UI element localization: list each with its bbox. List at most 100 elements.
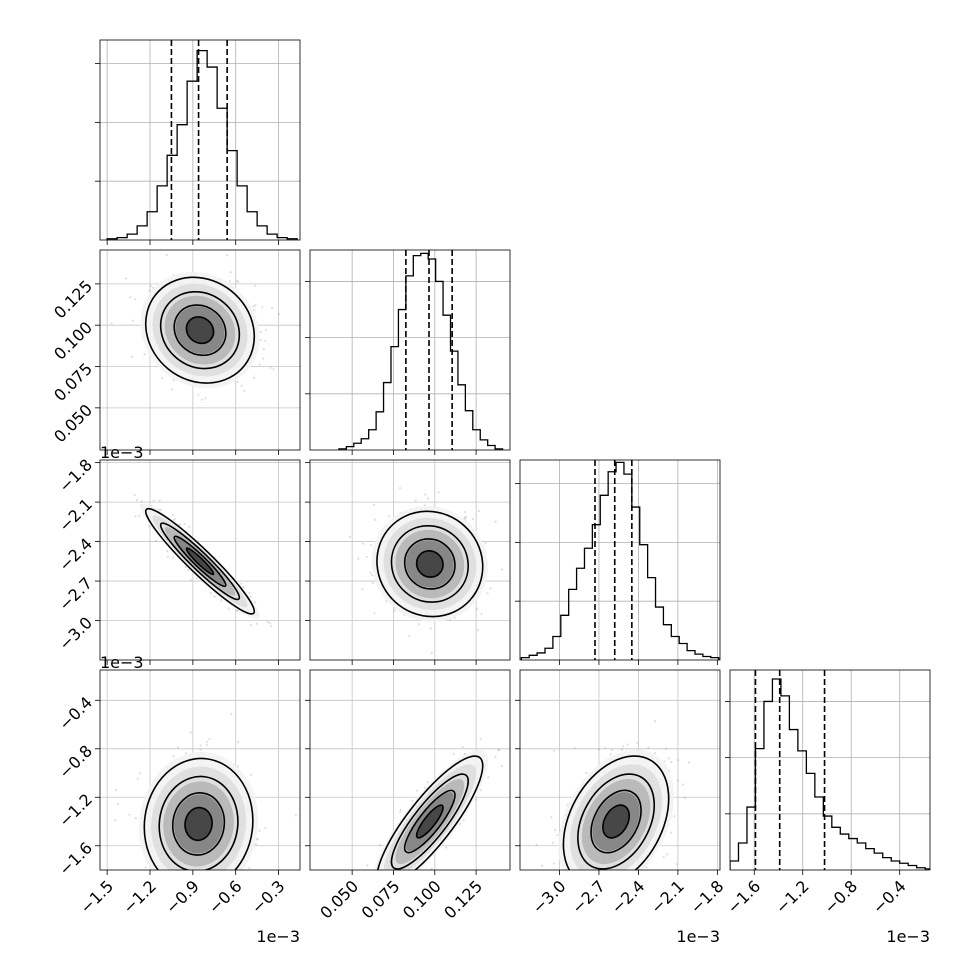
scatter-0-3-point — [189, 731, 192, 734]
scatter-0-3-point — [256, 838, 259, 841]
scatter-2-3-point — [553, 828, 557, 832]
scatter-2-3-point — [683, 796, 686, 799]
y-axis-2-tick-label-1: −2.7 — [55, 574, 96, 615]
scatter-0-3-point — [115, 788, 118, 791]
scatter-0-3-point — [164, 874, 166, 876]
scatter-1-3-point — [367, 883, 369, 885]
x-axis-0-tick-label-2: −0.9 — [162, 877, 203, 918]
scatter-1-3-point — [426, 781, 429, 784]
scatter-0-3-frame — [99, 669, 301, 871]
x-axis-3-tick-label-0: −1.6 — [723, 877, 764, 918]
scatter-1-2-contour-0 — [376, 510, 484, 618]
scatter-0-3-point — [163, 873, 165, 875]
scatter-2-3-point — [662, 855, 665, 858]
scatter-panel-1-2 — [305, 459, 511, 665]
histogram-panel-3 — [725, 669, 931, 875]
scatter-0-3-point — [214, 876, 216, 878]
scatter-1-3-point — [379, 844, 382, 847]
scatter-1-2-point — [349, 535, 352, 538]
scatter-0-1-point — [259, 330, 262, 333]
scatter-2-3-point — [663, 760, 666, 763]
scatter-1-2-frame — [309, 459, 511, 661]
scatter-0-1-point — [110, 322, 113, 325]
scatter-1-2-point — [371, 581, 374, 585]
scatter-1-2-point — [373, 503, 376, 506]
scatter-2-3-point — [604, 746, 607, 749]
scatter-1-2-point — [365, 555, 368, 558]
scatter-0-2-point — [195, 577, 198, 580]
scatter-2-3-point — [654, 889, 656, 891]
scatter-0-1-point — [129, 296, 132, 299]
scatter-0-2-point — [155, 539, 158, 542]
scatter-0-1-contour-3 — [185, 316, 215, 345]
scatter-0-1-point — [262, 348, 265, 351]
scatter-1-3-point — [373, 872, 375, 874]
scatter-2-3-point — [621, 745, 625, 748]
scatter-2-3-point — [575, 887, 577, 889]
histogram-2-steps — [520, 461, 720, 660]
scatter-0-3-point — [199, 744, 202, 747]
scatter-1-3-point — [396, 873, 398, 875]
scatter-1-3-point — [487, 776, 490, 779]
scatter-0-3-point — [175, 881, 177, 883]
scatter-0-1-point — [277, 312, 281, 316]
scatter-1-3-point — [404, 874, 406, 876]
scatter-2-3-point — [550, 816, 553, 819]
scatter-2-3-point — [675, 863, 679, 866]
scatter-2-3-point — [636, 741, 639, 744]
scatter-0-3-point — [237, 741, 240, 744]
scatter-2-3-point — [647, 746, 650, 749]
scatter-1-3-point — [445, 846, 448, 849]
scatter-0-1-point — [254, 304, 257, 307]
scatter-0-2-point — [138, 514, 141, 517]
scatter-1-3-point — [474, 798, 478, 801]
scatter-0-1-point — [243, 389, 246, 393]
scatter-0-2-frame — [99, 459, 301, 661]
scatter-0-3-point — [206, 740, 209, 743]
scatter-0-3-point — [213, 885, 215, 887]
scatter-0-3-point — [248, 867, 251, 870]
scatter-0-2-point — [183, 523, 186, 526]
scatter-1-2-point — [463, 510, 466, 514]
x-axis-2: −3.0−2.7−2.4−2.1−1.8 1e−3 — [529, 877, 728, 946]
scatter-0-3-point — [230, 712, 233, 716]
scatter-0-2-point — [227, 607, 230, 610]
scatter-1-3-point — [416, 789, 419, 792]
y-axis-2-tick-label-3: −2.1 — [55, 495, 96, 536]
y-axis-3-tick-label-3: −0.4 — [55, 693, 96, 734]
x-axis-3-tick-label-1: −1.2 — [772, 877, 813, 918]
scatter-0-2-point — [172, 513, 175, 517]
scatter-0-2-point — [187, 569, 190, 572]
scatter-0-3-contour-0 — [143, 757, 254, 870]
x-axis-2-tick-label-0: −3.0 — [529, 877, 570, 918]
scatter-2-3-contour-3 — [602, 804, 631, 839]
scatter-1-3-point — [458, 822, 462, 826]
scatter-2-3-point — [670, 761, 673, 764]
scatter-1-2-plot-area — [349, 487, 504, 654]
x-axis-2-tick-label-1: −2.7 — [568, 877, 609, 918]
scatter-0-1-point — [261, 306, 264, 309]
scatter-2-3-point — [677, 779, 680, 782]
scatter-0-1-point — [131, 355, 134, 358]
scatter-2-3-point — [621, 748, 624, 751]
scatter-0-3-point — [264, 827, 267, 830]
scatter-0-3-point — [116, 802, 119, 805]
scatter-1-3-point — [500, 765, 503, 768]
scatter-1-2-point — [471, 518, 474, 521]
scatter-1-2-point — [429, 627, 432, 630]
y-axis-1-tick-label-0: 0.050 — [50, 400, 96, 446]
scatter-0-1-point — [148, 289, 151, 292]
scatter-2-3-point — [673, 815, 676, 818]
y-axis-1-tick-label-2: 0.100 — [50, 318, 96, 364]
scatter-2-3-point — [541, 864, 544, 867]
scatter-0-1-point — [264, 329, 267, 332]
y-axis-2: −3.0−2.7−2.4−2.1−1.81e−3 — [55, 443, 144, 654]
scatter-2-3-point — [592, 870, 594, 872]
scatter-2-3-point — [653, 720, 656, 723]
scatter-1-3-point — [377, 872, 379, 874]
scatter-0-3-point — [197, 877, 199, 879]
scatter-0-3-point — [208, 888, 210, 890]
